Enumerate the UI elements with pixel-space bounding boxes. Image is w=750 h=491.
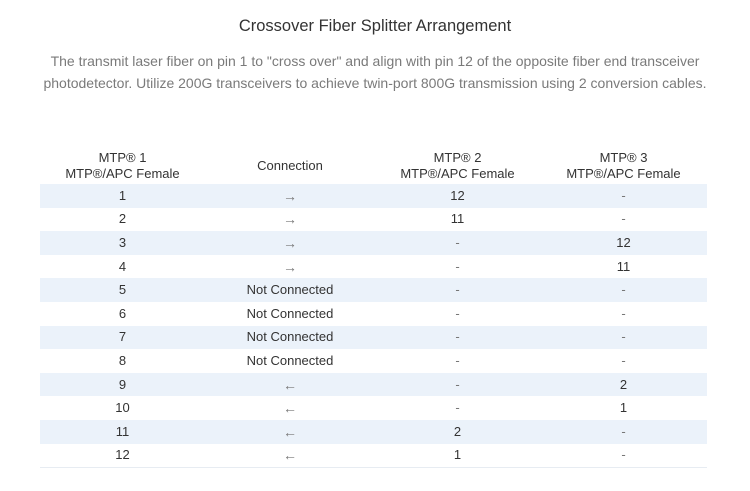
pin-arrangement-table: MTP® 1 MTP®/APC Female Connection MTP® 2… (40, 148, 707, 468)
table-row: 11 ← 2 - (40, 419, 707, 444)
mtp2-pin-cell: 1 (453, 447, 462, 463)
header-mtp3-line2: MTP®/APC Female (566, 166, 681, 181)
mtp3-pin-cell: - (621, 423, 626, 439)
mtp3-pin-cell: 2 (619, 376, 628, 392)
mtp3-pin-cell: 1 (619, 400, 628, 416)
connection-cell: Not Connected (246, 282, 334, 298)
mtp1-pin-cell: 11 (115, 423, 130, 439)
header-connection-line1: Connection (257, 158, 323, 173)
table-row: 9 ← - 2 (40, 372, 707, 397)
mtp3-pin-cell: - (621, 211, 626, 227)
mtp1-pin-cell: 1 (118, 187, 127, 203)
description: The transmit laser fiber on pin 1 to "cr… (43, 53, 707, 91)
mtp1-pin-cell: 2 (118, 211, 127, 227)
mtp2-pin-cell: 2 (453, 423, 462, 439)
header-mtp2-line2: MTP®/APC Female (400, 166, 515, 181)
header-mtp1-line1: MTP® 1 (98, 150, 147, 165)
mtp3-pin-cell: - (621, 329, 626, 345)
mtp2-pin-cell: 11 (450, 211, 465, 227)
connection-cell: → (283, 211, 297, 228)
header-mtp2-line1: MTP® 2 (433, 150, 482, 165)
mtp3-pin-cell: - (621, 282, 626, 298)
mtp2-pin-cell: - (455, 282, 460, 298)
table-body: 1 → 12-2 → 11-3 → -12 4 → -11 5 Not Connected - -6 Not… (40, 184, 707, 468)
mtp3-pin-cell: - (621, 352, 626, 368)
mtp3-pin-cell: 12 (616, 234, 631, 250)
mtp1-pin-cell: 5 (118, 282, 127, 298)
table-row: 1 → 12 - (40, 184, 707, 208)
mtp2-pin-cell: - (455, 258, 460, 274)
header-mtp1-line2: MTP®/APC Female (65, 166, 180, 181)
page-title: Crossover Fiber Splitter Arrangement (238, 17, 512, 35)
connection-cell: → (283, 187, 297, 204)
table-row: 12 ← 1 - (40, 444, 707, 468)
connection-cell: ← (283, 400, 297, 417)
table-header-row: MTP® 1 MTP®/APC Female Connection MTP® 2… (40, 148, 707, 184)
table-row: 6 Not Connected - - (40, 302, 707, 326)
connection-cell: ← (283, 447, 297, 464)
mtp2-pin-cell: 12 (450, 187, 465, 203)
mtp1-pin-cell: 10 (115, 400, 130, 416)
table-row: 10 ← - 1 (40, 396, 707, 420)
mtp3-pin-cell: - (621, 187, 626, 203)
mtp1-pin-cell: 7 (118, 329, 127, 345)
mtp3-pin-cell: - (621, 305, 626, 321)
mtp2-pin-cell: - (455, 352, 460, 368)
mtp1-pin-cell: 9 (118, 376, 127, 392)
connection-cell: → (283, 258, 297, 275)
mtp2-pin-cell: - (455, 376, 460, 392)
header-mtp1: MTP® 1 MTP®/APC Female (40, 148, 205, 184)
mtp3-pin-cell: - (621, 447, 626, 463)
mtp2-pin-cell: - (455, 305, 460, 321)
table-row: 8 Not Connected - - (40, 349, 707, 373)
mtp2-pin-cell: - (455, 329, 460, 345)
header-mtp2: MTP® 2 MTP®/APC Female (375, 148, 540, 184)
table-row: 2 → 11 - (40, 208, 707, 232)
header-mtp3: MTP® 3 MTP®/APC Female (540, 148, 707, 184)
connection-cell: → (283, 234, 297, 251)
connection-cell: Not Connected (246, 329, 334, 345)
mtp2-pin-cell: - (455, 234, 460, 250)
mtp3-pin-cell: 11 (616, 258, 631, 274)
header-connection: Connection (205, 148, 375, 184)
table-row: 3 → - 12 (40, 231, 707, 255)
connection-cell: Not Connected (246, 305, 334, 321)
table-row: 5 Not Connected - - (40, 278, 707, 302)
mtp1-pin-cell: 6 (118, 305, 127, 321)
mtp1-pin-cell: 4 (118, 258, 127, 274)
mtp1-pin-cell: 12 (115, 447, 130, 463)
mtp1-pin-cell: 8 (118, 352, 127, 368)
header-mtp3-line1: MTP® 3 (599, 150, 648, 165)
connection-cell: Not Connected (246, 352, 334, 368)
mtp2-pin-cell: - (455, 400, 460, 416)
mtp1-pin-cell: 3 (118, 234, 127, 250)
table-row: 7 Not Connected - - (40, 325, 707, 350)
table-row: 4 → - 11 (40, 255, 707, 279)
connection-cell: ← (283, 423, 297, 440)
connection-cell: ← (283, 376, 297, 393)
